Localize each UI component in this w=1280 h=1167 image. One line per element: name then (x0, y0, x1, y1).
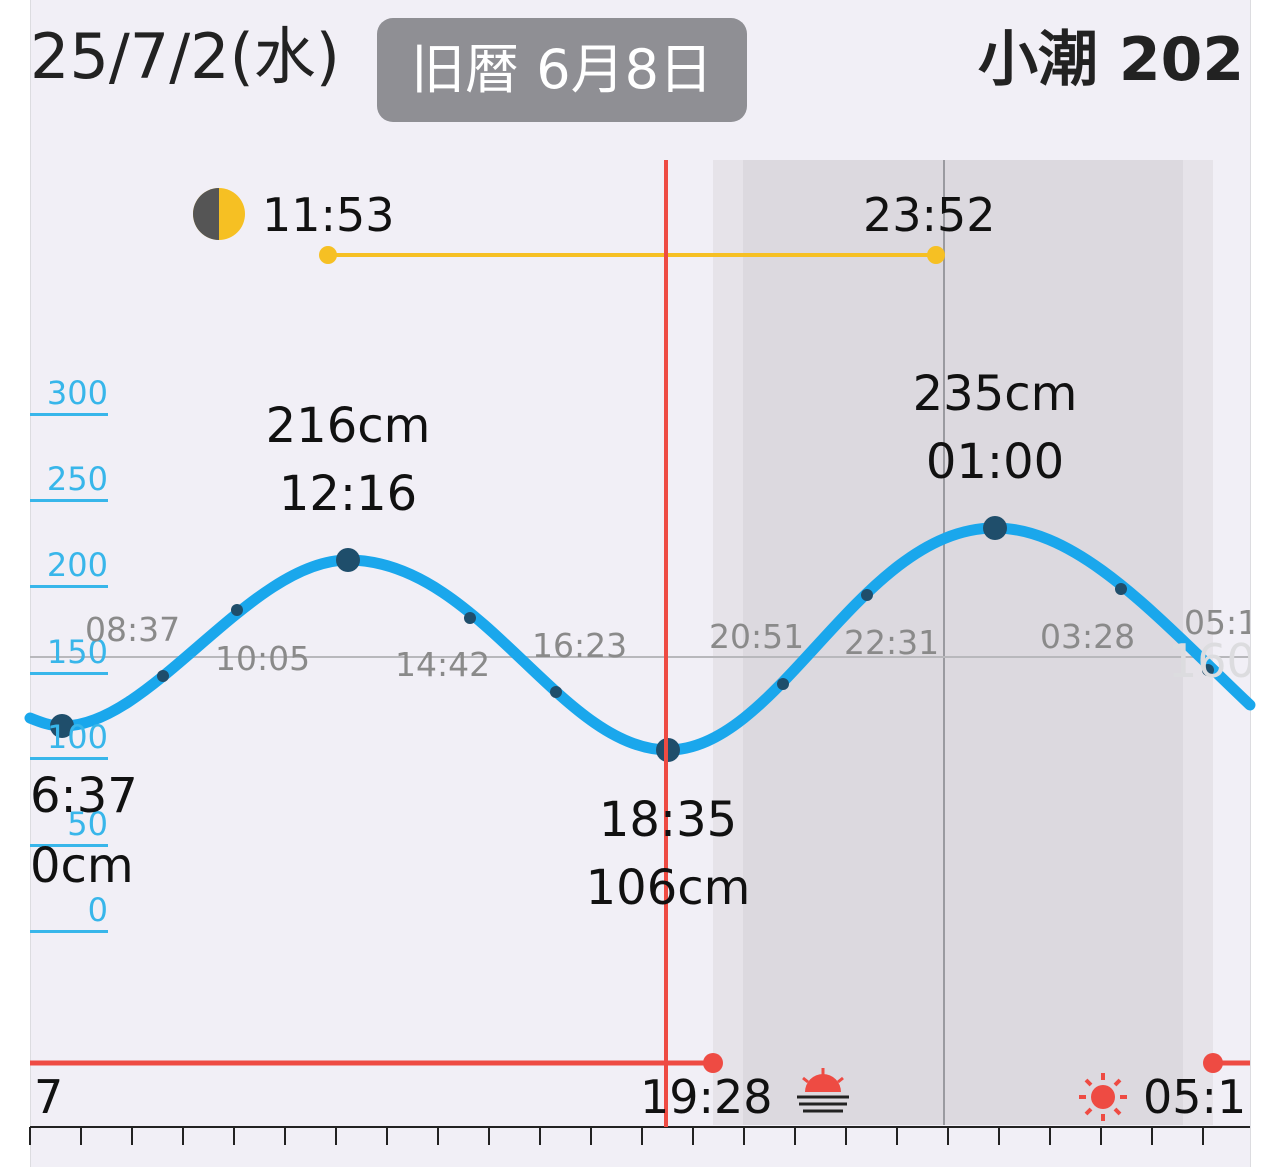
moonrise-dot (319, 246, 337, 264)
tide-low-point-left[interactable] (50, 714, 74, 738)
tide-name-label: 小潮 202 (978, 25, 1245, 95)
tide-mid-point (861, 589, 873, 601)
low-tide-time: 18:35 (598, 792, 738, 848)
high-tide-time-2: 01:00 (925, 434, 1065, 490)
tide-mid-point (464, 612, 476, 624)
mid-time-label: 14:42 (395, 645, 491, 684)
sunset-dot (703, 1053, 723, 1073)
tide-mid-point (550, 686, 562, 698)
lunar-date-badge[interactable]: 旧暦 6月8日 (377, 18, 747, 122)
sun-icon (1079, 1073, 1127, 1121)
tide-mid-point (1115, 583, 1127, 595)
tide-mid-point (1202, 664, 1214, 676)
moonset-dot (927, 246, 945, 264)
mid-time-label: 22:31 (844, 623, 940, 662)
mid-time-label: 03:28 (1040, 617, 1136, 656)
date-label[interactable]: 25/7/2(水) (30, 20, 340, 93)
tide-mid-point (231, 604, 243, 616)
left-edge (0, 0, 31, 1167)
mid-time-label: 05:1 (1184, 606, 1250, 639)
high-tide-height-2: 235cm (912, 366, 1078, 422)
tide-mid-point (777, 678, 789, 690)
tide-high-point-1[interactable] (336, 548, 360, 572)
tide-curve (24, 522, 1256, 756)
tide-mid-point (157, 670, 169, 682)
mid-time-label: 08:37 (85, 610, 181, 649)
y-axis-label-50: 50 (30, 808, 108, 847)
low-tide-height-left: 0cm (30, 838, 134, 894)
right-edge (1250, 0, 1280, 1167)
y-axis-label-0: 0 (30, 894, 108, 933)
sunset-time: 19:28 (640, 1070, 773, 1124)
high-tide-time-1: 12:16 (278, 466, 418, 522)
y-axis-label-150: 150 (30, 636, 108, 675)
low-tide-height: 106cm (585, 860, 751, 916)
moonrise-time: 11:53 (262, 188, 395, 242)
sunrise-time-left: 7 (34, 1070, 64, 1124)
time-axis-ticks (29, 1127, 1204, 1145)
low-tide-time-left: 6:37 (30, 768, 138, 824)
tide-high-point-2[interactable] (983, 516, 1007, 540)
sunrise-dot (1203, 1053, 1223, 1073)
mid-time-label: 10:05 (215, 639, 311, 678)
sunset-icon (797, 1068, 849, 1113)
y-axis-label-100: 100 (30, 721, 108, 760)
sunrise-time-right: 05:1 (1143, 1074, 1247, 1120)
y-axis-label-200: 200 (30, 549, 108, 588)
y-axis-label-250: 250 (30, 463, 108, 502)
half-moon-icon (193, 188, 245, 240)
mid-time-label: 16:23 (532, 626, 628, 665)
moonset-time: 23:52 (863, 188, 996, 242)
y-axis-label-300: 300 (30, 377, 108, 416)
mid-time-label: 20:51 (709, 617, 805, 656)
high-tide-height-1: 216cm (265, 398, 431, 454)
mid-level-label: 160 (1168, 638, 1250, 684)
